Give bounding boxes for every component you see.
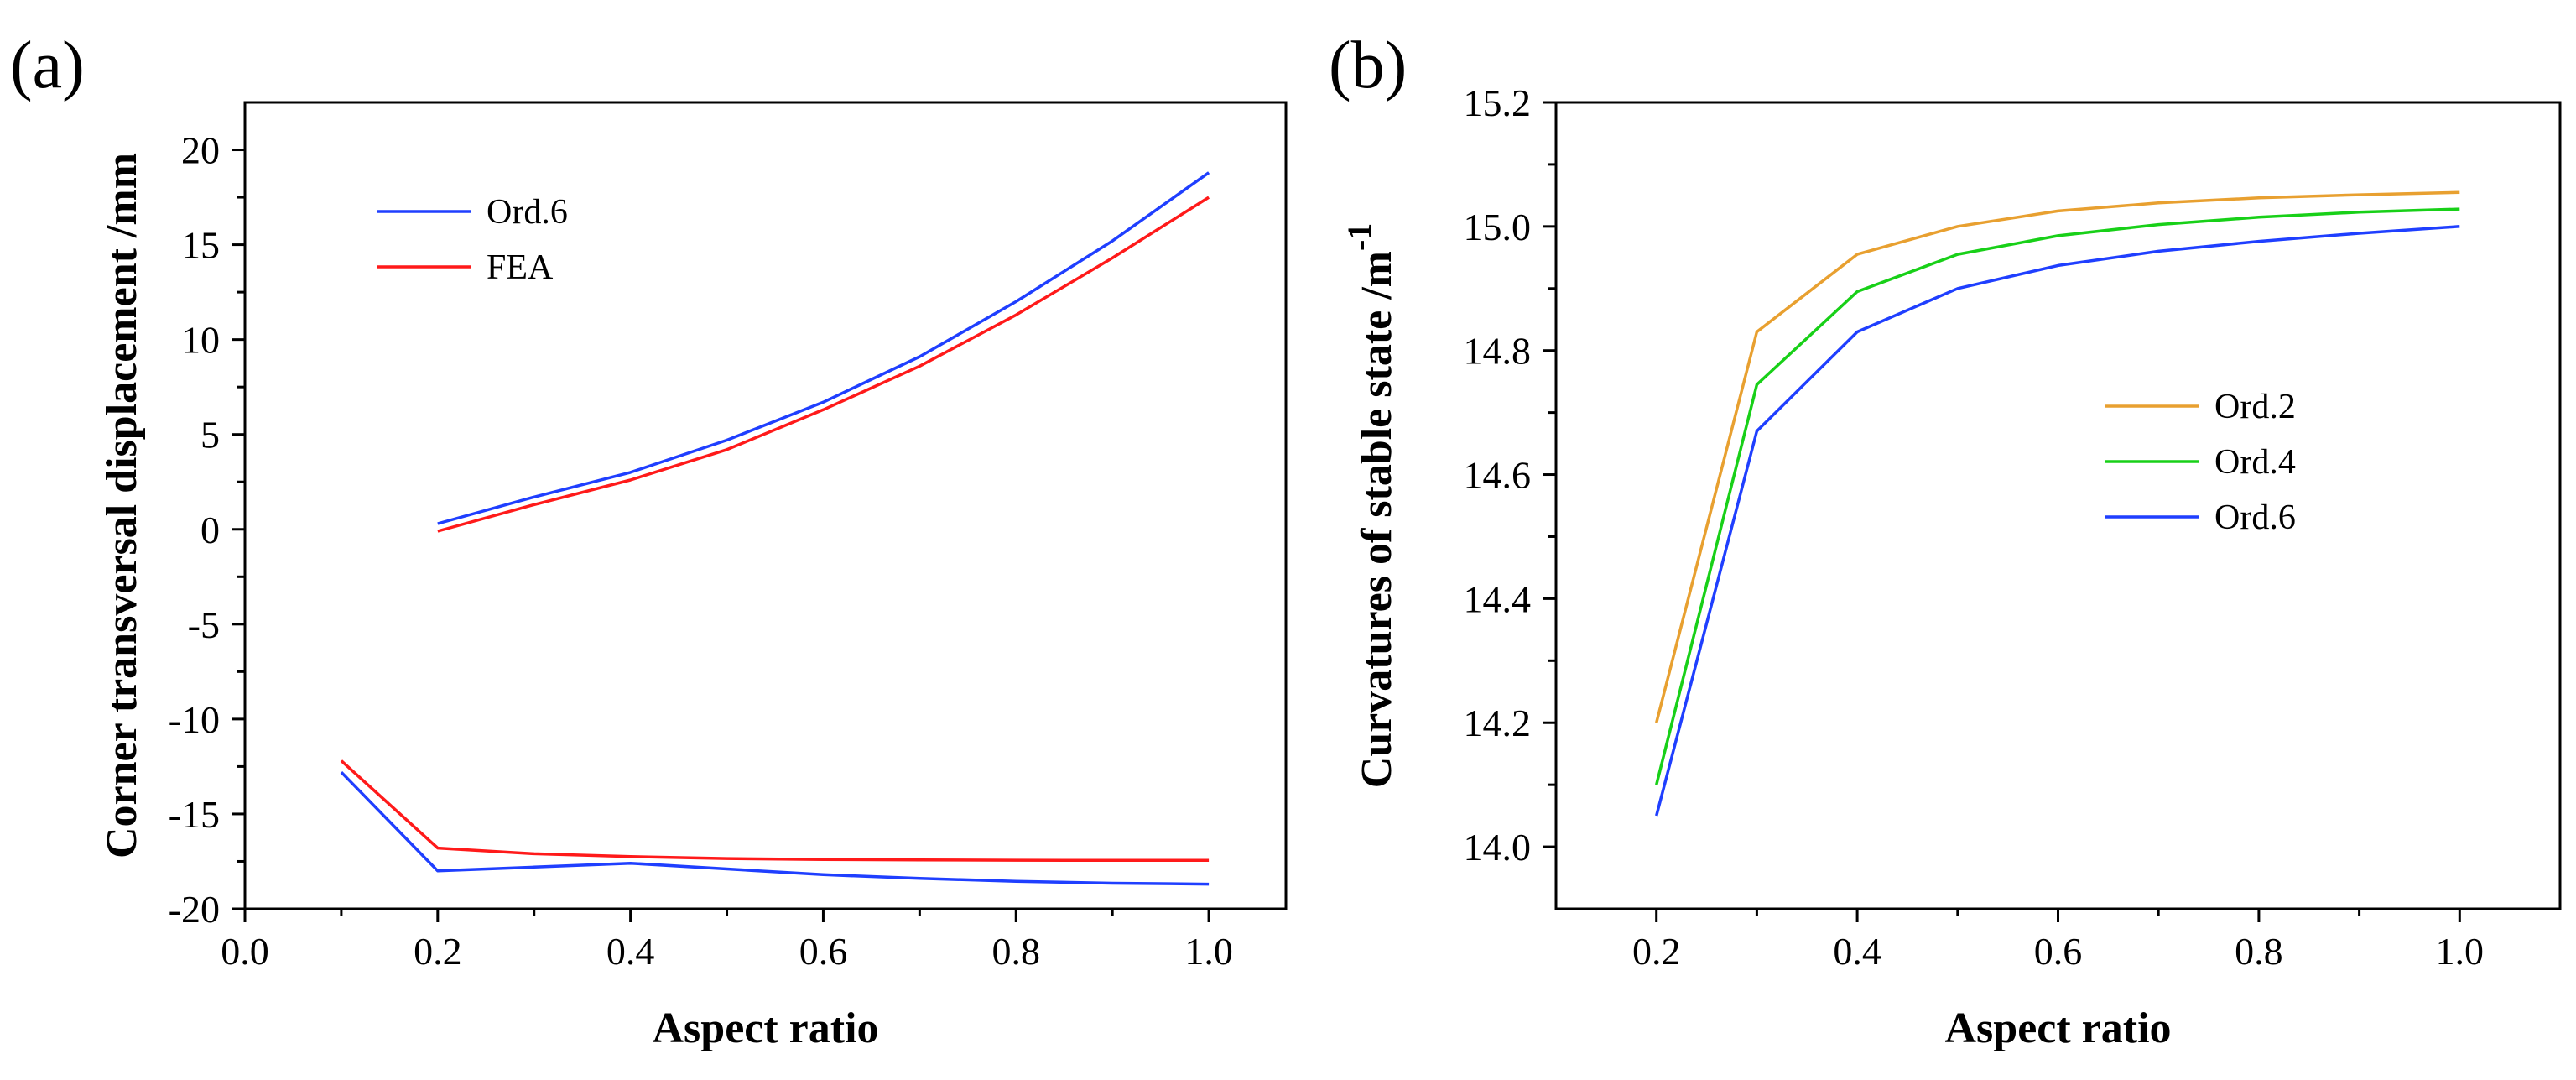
y-axis-title-text-b: Curvatures of stable state /m bbox=[1353, 251, 1401, 788]
series-line-a-fea-3 bbox=[340, 759, 1210, 863]
x-tick-label-b: 0.2 bbox=[1632, 930, 1681, 973]
y-tick-label-a: -10 bbox=[169, 698, 220, 741]
y-tick-label-a: -5 bbox=[188, 603, 220, 646]
y-tick-label-a: 20 bbox=[181, 129, 220, 172]
x-tick-label-a: 0.8 bbox=[992, 930, 1041, 973]
series-line-b-ord2-0 bbox=[1655, 190, 2460, 723]
x-tick-label-a: 0.0 bbox=[221, 930, 269, 973]
x-axis-title-a: Aspect ratio bbox=[652, 1004, 878, 1052]
y-axis-title-text-a: Corner transversal displacement /mm bbox=[98, 153, 146, 858]
panel-label-b: (b) bbox=[1329, 29, 1407, 102]
x-tick-label-a: 0.4 bbox=[606, 930, 655, 973]
panel-b: (b) 0.2 0.4 0.6 0.8 1.0 14.0 14.2 14.4 14.6 14.8 15… bbox=[1329, 29, 2562, 1052]
x-tick-label-a: 1.0 bbox=[1184, 930, 1233, 973]
series-line-a-ord6-0 bbox=[437, 171, 1210, 525]
plot-frame-b bbox=[1554, 101, 2562, 910]
y-tick-label-b: 14.2 bbox=[1464, 702, 1532, 744]
series-line-b-ord4-1 bbox=[1655, 207, 2460, 785]
legend-label-a: Ord.6 bbox=[487, 193, 568, 232]
legend-label-b: Ord.2 bbox=[2214, 388, 2296, 426]
y-tick-label-b: 14.4 bbox=[1464, 577, 1532, 620]
y-tick-label-b: 14.0 bbox=[1464, 826, 1532, 869]
x-axis-title-b: Aspect ratio bbox=[1944, 1004, 2171, 1052]
series-line-b-ord6-2 bbox=[1655, 225, 2460, 817]
legend-label-a: FEA bbox=[487, 248, 554, 287]
y-tick-label-a: 5 bbox=[200, 414, 220, 457]
legend-label-b: Ord.4 bbox=[2214, 443, 2296, 482]
plot-frame-a bbox=[243, 101, 1288, 910]
series-line-a-ord6-2 bbox=[340, 770, 1210, 886]
y-tick-label-b: 14.6 bbox=[1464, 454, 1532, 497]
x-tick-label-b: 0.8 bbox=[2235, 930, 2283, 973]
x-tick-label-a: 0.6 bbox=[799, 930, 848, 973]
y-tick-label-b: 15.0 bbox=[1464, 206, 1532, 248]
y-axis-title-b: Curvatures of stable state /m-1 bbox=[1340, 223, 1401, 789]
x-tick-label-a: 0.2 bbox=[414, 930, 462, 973]
y-tick-label-a: 0 bbox=[200, 509, 220, 551]
y-tick-label-a: 10 bbox=[181, 319, 220, 362]
y-tick-label-a: -15 bbox=[169, 793, 220, 836]
panel-label-a: (a) bbox=[10, 29, 85, 102]
y-axis-title-a: Corner transversal displacement /mm bbox=[98, 153, 146, 858]
y-tick-label-b: 15.2 bbox=[1464, 81, 1532, 124]
y-tick-label-a: 15 bbox=[181, 224, 220, 267]
legend-label-b: Ord.6 bbox=[2214, 498, 2296, 537]
series-line-a-fea-1 bbox=[437, 196, 1210, 533]
y-tick-label-b: 14.8 bbox=[1464, 330, 1532, 373]
y-tick-label-a: -20 bbox=[169, 888, 220, 931]
x-tick-label-b: 0.4 bbox=[1833, 930, 1881, 973]
y-axis-title-superscript-b: -1 bbox=[1340, 223, 1378, 251]
x-tick-label-b: 1.0 bbox=[2436, 930, 2485, 973]
panel-a: (a) 0.0 0.2 0.4 0.6 0.8 1.0 -20 -15 -10 -5 0 5 10 15 20… bbox=[10, 29, 1288, 1052]
x-tick-label-b: 0.6 bbox=[2034, 930, 2083, 973]
